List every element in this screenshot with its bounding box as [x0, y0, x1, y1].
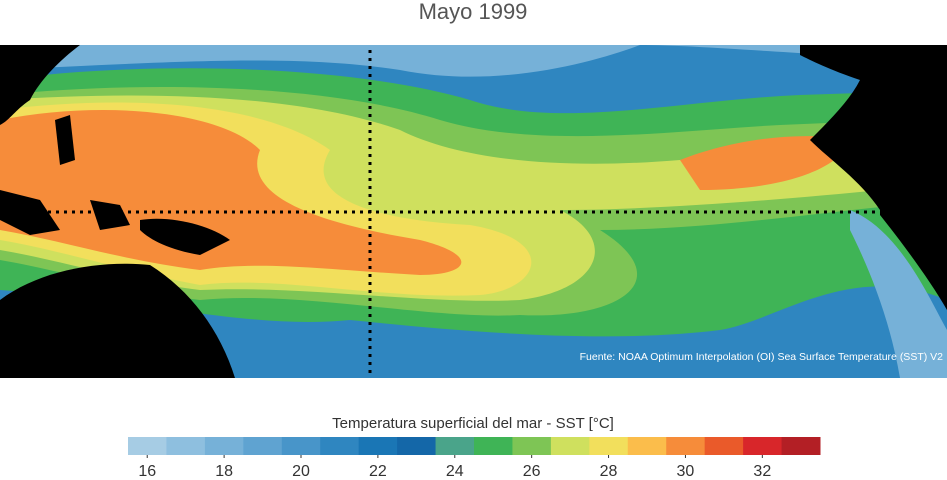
colorbar-bin: [166, 437, 206, 455]
warm-pool: [0, 110, 462, 275]
map: Fuente: NOAA Optimum Interpolation (OI) …: [0, 45, 947, 378]
colorbar-bin: [435, 437, 475, 455]
colorbar-bin: [704, 437, 744, 455]
colorbar-bin: [204, 437, 244, 455]
colorbar-bin: [281, 437, 321, 455]
cool-region: [850, 210, 947, 378]
cool-region: [0, 45, 947, 77]
colorbar-tick-label: 32: [753, 463, 771, 480]
colorbar-bin: [397, 437, 437, 455]
title: Mayo 1999: [419, 0, 528, 24]
colorbar-bin: [781, 437, 821, 455]
colorbar-bin: [666, 437, 706, 455]
colorbar-tick-label: 22: [369, 463, 387, 480]
colorbar-bin: [128, 437, 167, 455]
colorbar-bin: [320, 437, 360, 455]
colorbar-tick-label: 28: [600, 463, 618, 480]
colorbar-tick-label: 20: [292, 463, 310, 480]
colorbar-tick-label: 24: [446, 463, 464, 480]
colorbar-bin: [627, 437, 667, 455]
colorbar-tick-label: 18: [215, 463, 233, 480]
colorbar-bin: [512, 437, 552, 455]
source-note: Fuente: NOAA Optimum Interpolation (OI) …: [580, 351, 944, 363]
colorbar-tick-label: 30: [677, 463, 695, 480]
land: [0, 45, 947, 378]
colorbar-bin: [550, 437, 590, 455]
colorbar-bin: [589, 437, 629, 455]
warm-pool: [680, 136, 850, 190]
colorbar-bin: [474, 437, 513, 455]
colorbar-label: Temperatura superficial del mar - SST [°…: [332, 415, 614, 432]
colorbar-bin: [243, 437, 283, 455]
colorbar-bin: [743, 437, 783, 455]
colorbar-tick-label: 26: [523, 463, 541, 480]
colorbar-bin: [358, 437, 398, 455]
colorbar-tick-label: 16: [138, 463, 156, 480]
